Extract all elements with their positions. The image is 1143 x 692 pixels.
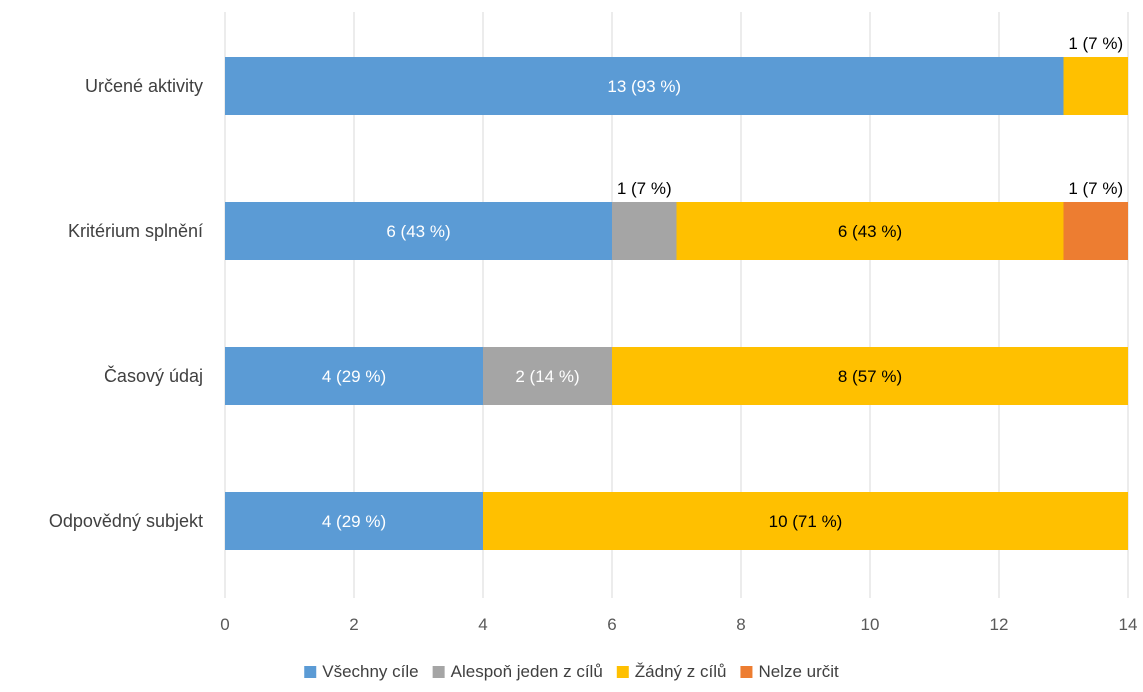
- legend-item: Nelze určit: [740, 662, 839, 681]
- data-label: 6 (43 %): [386, 222, 450, 241]
- x-axis-tick-labels: 0 2 4 6 8 10 12 14: [220, 615, 1137, 634]
- legend-swatch: [304, 666, 317, 678]
- x-tick-label: 0: [220, 615, 229, 634]
- legend-item: Žádný z cílů: [616, 662, 727, 681]
- legend: Všechny cíle Alespoň jeden z cílů Žádný z …: [304, 662, 839, 681]
- bar-segment: [483, 492, 1128, 550]
- bar-segment: [676, 202, 1064, 260]
- legend-swatch: [740, 666, 753, 678]
- legend-label: Žádný z cílů: [635, 662, 727, 681]
- legend-label: Všechny cíle: [322, 662, 418, 681]
- category-label: Odpovědný subjekt: [49, 511, 203, 531]
- legend-item: Alespoň jeden z cílů: [432, 662, 603, 681]
- legend-label: Nelze určit: [758, 662, 839, 681]
- bar-segments: [225, 57, 1128, 550]
- bar-segment: [225, 202, 612, 260]
- legend-swatch: [616, 666, 629, 678]
- data-label: 8 (57 %): [838, 367, 902, 386]
- x-tick-label: 12: [990, 615, 1009, 634]
- x-tick-label: 10: [861, 615, 880, 634]
- x-tick-label: 8: [736, 615, 745, 634]
- bar-segment: [225, 347, 483, 405]
- category-label: Časový údaj: [104, 365, 203, 386]
- data-label: 1 (7 %): [1068, 34, 1123, 53]
- data-label: 1 (7 %): [617, 179, 672, 198]
- data-label: 4 (29 %): [322, 512, 386, 531]
- bar-segment: [1063, 202, 1128, 260]
- y-axis-category-labels: Určené aktivity Kritérium splnění Časový ú…: [49, 76, 203, 531]
- x-tick-label: 6: [607, 615, 616, 634]
- data-labels: 13 (93 %) 1 (7 %) 6 (43 %) 1 (7 %) 6 (43 %) 1…: [322, 34, 1123, 531]
- x-tick-label: 2: [349, 615, 358, 634]
- data-label: 13 (93 %): [607, 77, 681, 96]
- category-label: Určené aktivity: [85, 76, 203, 96]
- category-label: Kritérium splnění: [68, 221, 203, 241]
- bar-segment: [612, 202, 677, 260]
- bar-segment: [1063, 57, 1128, 115]
- x-tick-label: 14: [1119, 615, 1138, 634]
- bar-segment: [225, 492, 483, 550]
- bar-segment: [483, 347, 612, 405]
- x-tick-label: 4: [478, 615, 487, 634]
- legend-swatch: [432, 666, 445, 678]
- bar-segment: [225, 57, 1064, 115]
- bar-segment: [612, 347, 1128, 405]
- legend-label: Alespoň jeden z cílů: [451, 662, 603, 681]
- data-label: 10 (71 %): [769, 512, 843, 531]
- data-label: 6 (43 %): [838, 222, 902, 241]
- data-label: 2 (14 %): [515, 367, 579, 386]
- data-label: 4 (29 %): [322, 367, 386, 386]
- legend-item: Všechny cíle: [304, 662, 419, 681]
- data-label: 1 (7 %): [1068, 179, 1123, 198]
